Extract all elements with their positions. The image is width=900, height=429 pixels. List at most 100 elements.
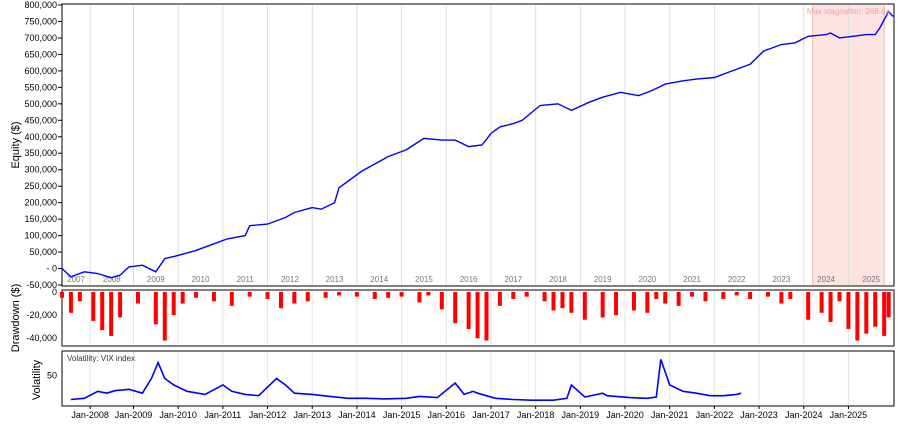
drawdown-bar — [386, 292, 391, 298]
x-tick-label: Jan-2012 — [249, 410, 287, 420]
drawdown-bar — [278, 292, 283, 309]
drawdown-bar — [855, 292, 860, 341]
drawdown-bar — [372, 292, 377, 299]
equity-y-tick-label: 150,000 — [24, 214, 57, 224]
equity-y-axis: -50,000 - 0 50,000 100,000 150,000 200,000 250… — [24, 0, 62, 290]
equity-y-tick-label: 550,000 — [24, 82, 57, 92]
drawdown-bar — [703, 292, 708, 302]
drawdown-bar — [779, 292, 784, 304]
drawdown-bar — [68, 292, 73, 313]
drawdown-bar — [194, 292, 199, 298]
equity-y-tick-label: 250,000 — [24, 181, 57, 191]
drawdown-bar — [582, 292, 587, 320]
drawdown-bar — [426, 292, 431, 296]
drawdown-bar — [600, 292, 605, 318]
equity-y-tick-label: 800,000 — [24, 0, 57, 10]
drawdown-bar — [153, 292, 158, 325]
drawdown-bar — [690, 292, 695, 297]
drawdown-bar — [560, 292, 565, 309]
year-label: 2023 — [773, 275, 791, 284]
drawdown-bar — [721, 292, 726, 299]
drawdown-bar — [846, 292, 851, 329]
equity-y-tick-label: 600,000 — [24, 66, 57, 76]
drawdown-bar — [229, 292, 234, 306]
equity-y-axis-title: Equity ($) — [10, 121, 22, 168]
x-tick-label: Jan-2017 — [472, 410, 510, 420]
drawdown-bar — [819, 292, 824, 313]
equity-y-tick-label: 500,000 — [24, 99, 57, 109]
drawdown-bar — [118, 292, 123, 318]
year-label: 2008 — [103, 275, 121, 284]
drawdown-bar — [171, 292, 176, 316]
drawdown-y-axis-title: Drawdown ($) — [10, 284, 22, 352]
drawdown-bar — [497, 292, 502, 306]
drawdown-bar — [882, 292, 887, 336]
equity-y-tick-label: - 0 — [46, 264, 57, 274]
drawdown-bar — [511, 292, 516, 299]
drawdown-bar — [886, 292, 891, 318]
equity-y-tick-label: 350,000 — [24, 148, 57, 158]
equity-y-tick-label: 650,000 — [24, 49, 57, 59]
x-tick-label: Jan-2018 — [517, 410, 555, 420]
x-tick-label: Jan-2015 — [383, 410, 421, 420]
drawdown-bar — [180, 292, 185, 304]
equity-line — [61, 10, 894, 279]
x-tick-label: Jan-2025 — [830, 410, 868, 420]
x-tick-label: Jan-2011 — [204, 410, 241, 420]
x-tick-label: Jan-2014 — [338, 410, 376, 420]
x-tick-label: Jan-2008 — [71, 410, 109, 420]
drawdown-bar — [734, 292, 739, 296]
equity-y-tick-label: 200,000 — [24, 198, 57, 208]
x-tick-label: Jan-2020 — [606, 410, 644, 420]
drawdown-y-tick-label: -40,000 — [26, 333, 57, 343]
year-label: 2020 — [638, 275, 656, 284]
equity-y-tick-label: 50,000 — [29, 247, 57, 257]
drawdown-bar — [837, 292, 842, 302]
drawdown-bar — [864, 292, 869, 334]
year-label: 2022 — [728, 275, 746, 284]
drawdown-bar — [247, 292, 252, 297]
equity-y-tick-label: 750,000 — [24, 16, 57, 26]
volatility-y-tick-label: 50 — [47, 370, 57, 380]
max-stagnation-label: Max stagnation: 268 da — [807, 7, 891, 16]
equity-y-tick-label: 100,000 — [24, 231, 57, 241]
equity-year-grid — [89, 5, 849, 285]
year-label: 2013 — [326, 275, 344, 284]
year-label: 2012 — [281, 275, 299, 284]
drawdown-bar — [399, 292, 404, 297]
drawdown-bar — [748, 292, 753, 299]
drawdown-bar — [788, 292, 793, 299]
equity-y-tick-label: 700,000 — [24, 33, 57, 43]
drawdown-y-tick-label: -20,000 — [26, 310, 57, 320]
x-tick-label: Jan-2013 — [293, 410, 331, 420]
date-x-axis: Jan-2008 Jan-2009 Jan-2010 Jan-2011 Jan-2012… — [71, 406, 867, 420]
year-label: 2016 — [460, 275, 478, 284]
drawdown-bar — [265, 292, 270, 299]
equity-year-labels: 2007 2008 2009 2010 2011 2012 2013 2014 2015 2016… — [67, 275, 880, 284]
drawdown-bar — [337, 292, 342, 296]
drawdown-bar — [323, 292, 328, 298]
drawdown-bar — [466, 292, 471, 329]
equity-y-tick-label: 400,000 — [24, 132, 57, 142]
drawdown-bar — [645, 292, 650, 313]
year-label: 2007 — [67, 275, 85, 284]
drawdown-bars — [60, 292, 891, 341]
drawdown-bar — [806, 292, 811, 320]
drawdown-bar — [211, 292, 216, 302]
drawdown-bar — [542, 292, 547, 302]
drawdown-bar — [828, 292, 833, 323]
year-label: 2024 — [817, 275, 835, 284]
equity-y-tick-label: -50,000 — [26, 280, 57, 290]
equity-y-tick-label: 450,000 — [24, 115, 57, 125]
x-tick-label: Jan-2023 — [740, 410, 778, 420]
drawdown-bar — [60, 292, 64, 298]
drawdown-bar — [439, 292, 444, 310]
drawdown-bar — [100, 292, 105, 331]
volatility-grid — [89, 352, 849, 405]
year-label: 2018 — [549, 275, 567, 284]
x-tick-label: Jan-2009 — [115, 410, 153, 420]
drawdown-bar — [453, 292, 458, 324]
x-tick-label: Jan-2019 — [562, 410, 600, 420]
